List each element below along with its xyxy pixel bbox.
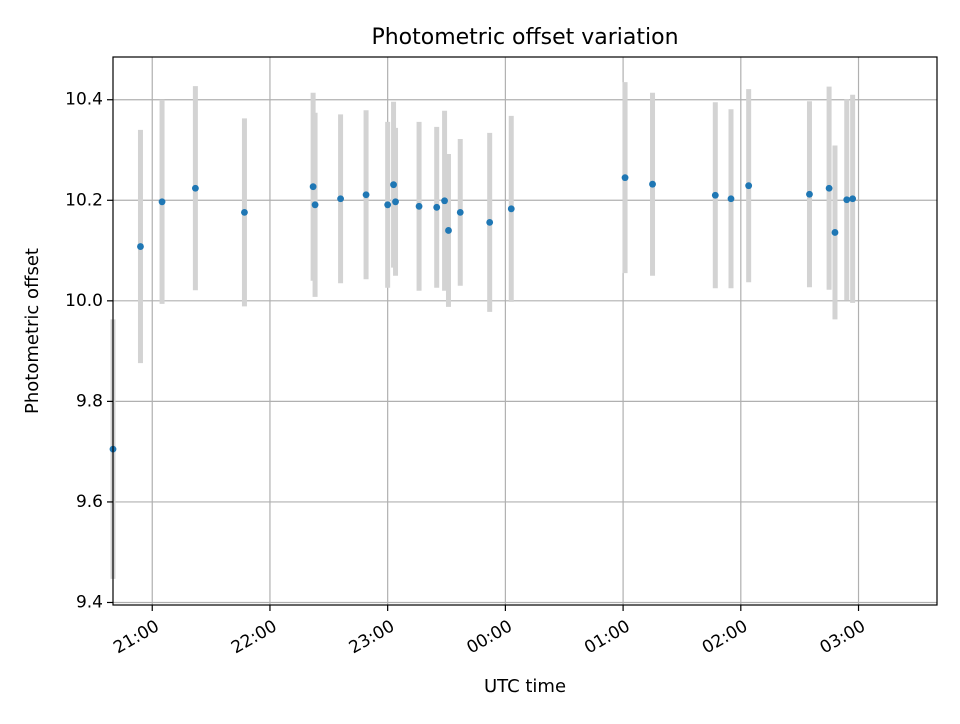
y-tick-label: 10.2 [65, 190, 103, 210]
data-point [806, 190, 813, 198]
data-point [362, 191, 370, 199]
data-point [831, 229, 839, 236]
y-tick-label: 9.6 [76, 492, 103, 512]
data-point [309, 183, 317, 191]
data-point [158, 198, 166, 206]
data-point [445, 227, 452, 234]
chart-title: Photometric offset variation [371, 25, 678, 50]
data-point [711, 191, 719, 199]
data-point [825, 184, 833, 192]
y-tick-label: 10.0 [65, 291, 103, 311]
data-point [192, 184, 199, 192]
data-point [727, 195, 735, 203]
point-layer [109, 174, 857, 453]
data-point [649, 180, 656, 188]
data-point [390, 181, 397, 189]
data-point [384, 201, 392, 209]
data-point [849, 195, 857, 203]
data-point [137, 243, 144, 250]
data-point [441, 197, 448, 205]
data-point [456, 208, 464, 216]
data-point [507, 205, 515, 213]
y-tick-label: 10.4 [65, 90, 103, 110]
data-point [621, 174, 629, 182]
data-point [433, 203, 441, 211]
data-point [745, 182, 753, 190]
data-point [311, 201, 319, 209]
data-point [415, 202, 423, 210]
data-point [241, 208, 248, 216]
y-tick-label: 9.4 [76, 592, 103, 612]
data-point [392, 198, 399, 206]
y-tick-label: 9.8 [76, 391, 103, 411]
plot-area [113, 57, 937, 605]
data-point [337, 195, 344, 203]
data-point [843, 196, 851, 204]
data-point [486, 219, 494, 226]
y-axis-label: Photometric offset [22, 248, 43, 414]
x-axis-label: UTC time [484, 676, 566, 697]
plot-frame [112, 56, 938, 606]
